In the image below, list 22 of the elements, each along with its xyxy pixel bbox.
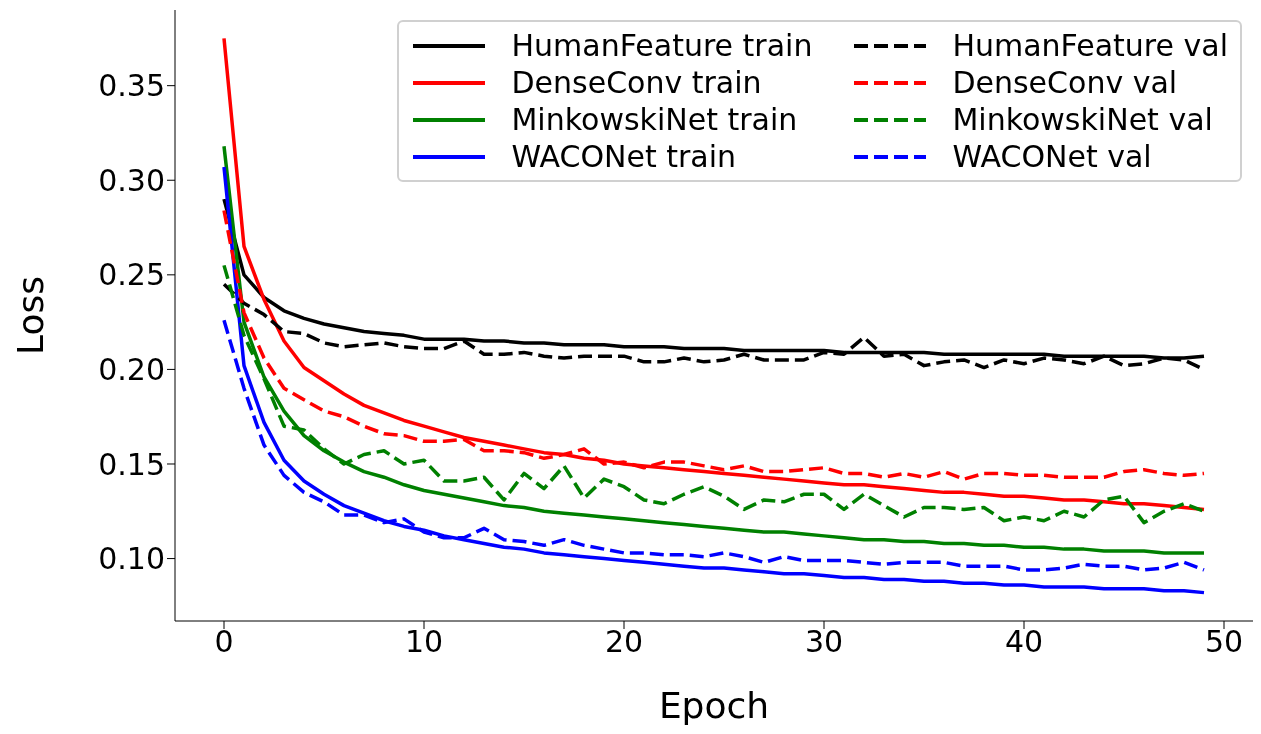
y-tick-label: 0.15 (98, 446, 165, 482)
legend-label: MinkowskiNet train (511, 102, 798, 137)
y-tick-label: 0.35 (98, 68, 165, 104)
x-tick-label: 0 (214, 624, 234, 660)
x-tick-label: 50 (1204, 624, 1244, 660)
legend-label: WACONet val (952, 139, 1152, 174)
y-tick-label: 0.10 (98, 541, 165, 577)
x-tick-label: 20 (604, 624, 644, 660)
legend-label: DenseConv train (511, 65, 762, 100)
legend-label: HumanFeature val (952, 28, 1228, 63)
y-tick-label: 0.25 (98, 257, 165, 293)
x-axis-title: Epoch (658, 685, 770, 726)
x-tick-label: 10 (404, 624, 444, 660)
legend-label: DenseConv val (952, 65, 1178, 100)
y-tick-label: 0.20 (98, 352, 165, 388)
y-axis-title: Loss (9, 276, 51, 355)
legend-label: HumanFeature train (511, 28, 813, 63)
legend-label: MinkowskiNet val (952, 102, 1213, 137)
y-tick-label: 0.30 (98, 162, 165, 198)
x-tick-label: 30 (804, 624, 844, 660)
x-tick-label: 40 (1004, 624, 1044, 660)
legend-label: WACONet train (511, 139, 737, 174)
